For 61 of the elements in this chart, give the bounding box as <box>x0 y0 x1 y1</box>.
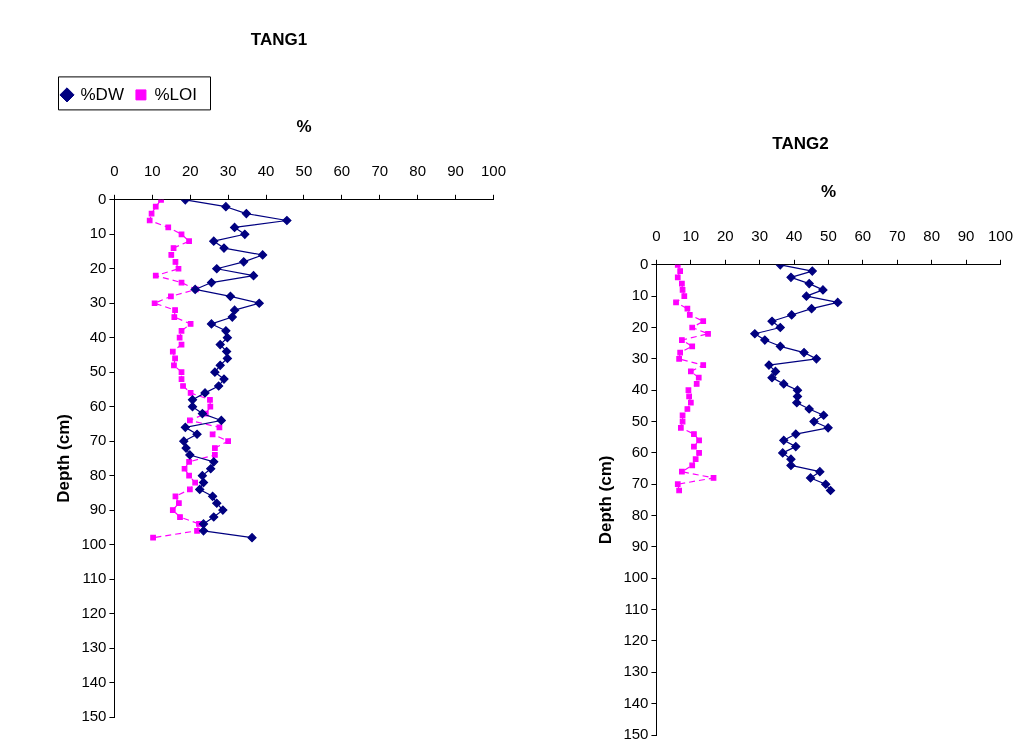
y-tick-label: 80 <box>631 505 649 523</box>
y-tick-label: 150 <box>623 725 649 743</box>
x-axis-title: % <box>296 117 312 137</box>
x-tick-label: 40 <box>257 161 275 179</box>
y-tick-label: 60 <box>89 396 107 414</box>
x-tick-label: 100 <box>987 226 1013 244</box>
y-tick-label: 110 <box>82 569 107 587</box>
x-tick-label: 30 <box>751 226 768 244</box>
x-tick-label: 80 <box>923 226 941 244</box>
x-tick-label: 20 <box>716 226 734 244</box>
y-tick-label: 50 <box>89 362 107 380</box>
y-tick-label: 0 <box>98 189 107 207</box>
y-tick-label: 140 <box>623 693 649 711</box>
x-tick-label: 80 <box>409 161 427 179</box>
x-tick-label: 70 <box>888 226 906 244</box>
y-tick-label: 70 <box>89 431 107 449</box>
x-tick-label: 100 <box>480 161 506 179</box>
chart-title: TANG2 <box>772 133 829 153</box>
y-tick-label: 30 <box>89 293 107 311</box>
y-tick-label: 60 <box>631 443 649 461</box>
y-tick-label: 40 <box>89 327 107 345</box>
y-tick-label: 20 <box>631 317 649 335</box>
y-tick-label: 110 <box>624 599 649 617</box>
y-tick-label: 0 <box>640 254 649 272</box>
y-tick-label: 120 <box>81 603 107 621</box>
y-axis-title: Depth (cm) <box>53 414 73 503</box>
chart-title: TANG1 <box>250 29 308 49</box>
x-tick-label: 40 <box>785 226 803 244</box>
y-tick-label: 90 <box>631 537 649 555</box>
legend-label: %DW <box>80 84 124 104</box>
x-tick-label: 0 <box>652 226 661 244</box>
y-axis-title: Depth (cm) <box>595 455 615 545</box>
x-tick-label: 90 <box>447 161 464 179</box>
y-tick-label: 130 <box>623 662 649 680</box>
x-tick-label: 30 <box>219 161 237 179</box>
legend-label: %LOI <box>154 84 197 104</box>
y-tick-label: 120 <box>623 631 649 649</box>
y-tick-label: 40 <box>631 380 649 398</box>
y-tick-label: 130 <box>81 638 107 656</box>
y-tick-label: 140 <box>81 672 107 690</box>
y-tick-label: 50 <box>631 411 649 429</box>
y-tick-label: 100 <box>623 568 649 586</box>
y-tick-label: 100 <box>81 534 107 552</box>
x-tick-label: 10 <box>143 161 161 179</box>
x-tick-label: 70 <box>371 161 389 179</box>
x-tick-label: 20 <box>181 161 199 179</box>
x-tick-label: 50 <box>820 226 837 244</box>
y-tick-label: 90 <box>89 500 107 518</box>
y-tick-label: 30 <box>631 348 649 366</box>
x-tick-label: 60 <box>333 161 351 179</box>
x-tick-label: 60 <box>854 226 872 244</box>
y-tick-label: 70 <box>631 474 649 492</box>
y-tick-label: 20 <box>89 258 107 276</box>
x-tick-label: 50 <box>295 161 313 179</box>
x-axis-title: % <box>820 182 837 202</box>
y-tick-label: 150 <box>81 707 107 725</box>
x-tick-label: 10 <box>682 226 700 244</box>
x-tick-label: 0 <box>110 161 119 179</box>
y-tick-label: 80 <box>89 465 107 483</box>
y-tick-label: 10 <box>631 286 649 304</box>
x-tick-label: 90 <box>957 226 975 244</box>
